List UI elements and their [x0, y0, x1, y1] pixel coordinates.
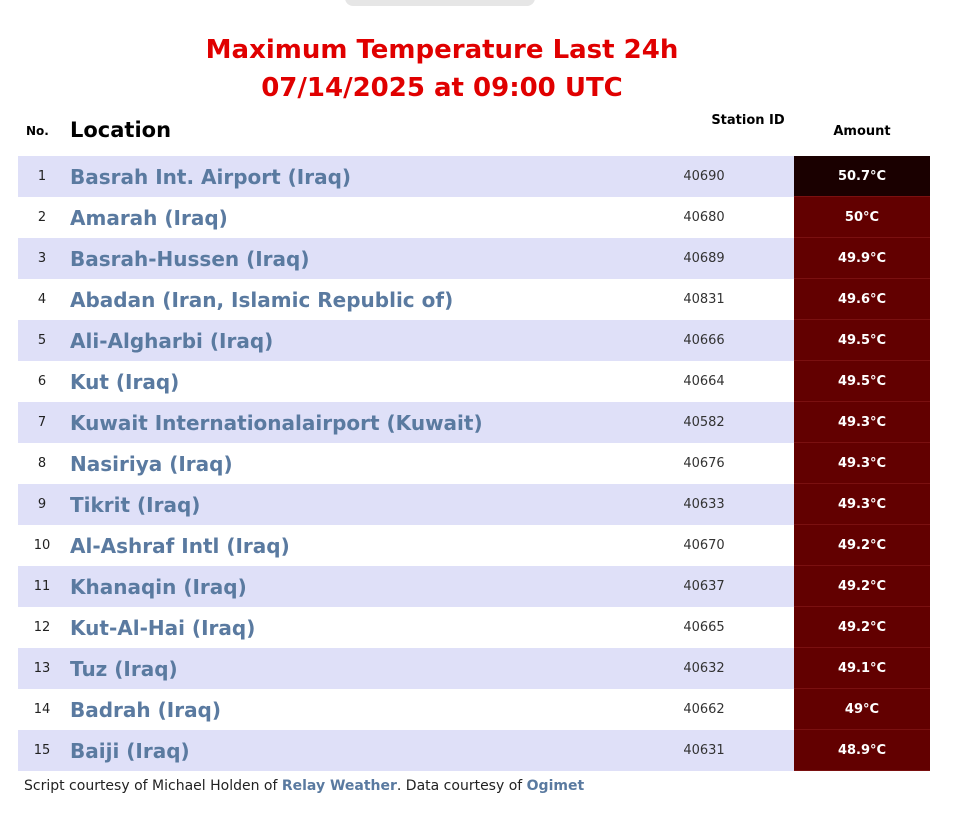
location-name: Basrah Int. Airport (Iraq) — [70, 164, 352, 189]
location-name: Basrah-Hussen (Iraq) — [70, 246, 310, 271]
row-number: 11 — [33, 579, 51, 594]
location-name: Abadan (Iran, Islamic Republic of) — [70, 287, 454, 312]
row-number: 6 — [37, 374, 47, 389]
table-row: 11 Khanaqin (Iraq) 40637 49.2°C — [18, 566, 930, 607]
row-number: 10 — [33, 538, 51, 553]
amount-cell: 49.3°C — [794, 443, 930, 484]
station-id: 40666 — [683, 333, 725, 348]
table-row: 7 Kuwait Internationalairport (Kuwait) 405… — [18, 402, 930, 443]
station-id: 40831 — [683, 292, 725, 307]
footer-credits: Script courtesy of Michael Holden of Rel… — [24, 778, 584, 794]
amount-cell: 49°C — [794, 689, 930, 730]
temperature-table: 1 Basrah Int. Airport (Iraq) 40690 50.7°C 2 A… — [18, 156, 930, 771]
table-row: 3 Basrah-Hussen (Iraq) 40689 49.9°C — [18, 238, 930, 279]
amount-cell: 49.3°C — [794, 484, 930, 525]
amount-cell: 49.2°C — [794, 566, 930, 607]
amount-cell: 50.7°C — [794, 156, 930, 197]
amount-cell: 49.5°C — [794, 320, 930, 361]
table-row: 5 Ali-Algharbi (Iraq) 40666 49.5°C — [18, 320, 930, 361]
location-name: Nasiriya (Iraq) — [70, 451, 233, 476]
location-name: Amarah (Iraq) — [70, 205, 228, 230]
footer-text-middle: . Data courtesy of — [396, 778, 527, 794]
row-number: 8 — [37, 456, 47, 471]
table-row: 13 Tuz (Iraq) 40632 49.1°C — [18, 648, 930, 689]
row-number: 1 — [37, 169, 47, 184]
station-id: 40631 — [683, 743, 725, 758]
footer-text: Script courtesy of Michael Holden of — [24, 778, 282, 794]
amount-cell: 49.6°C — [794, 279, 930, 320]
header-location: Location — [70, 118, 172, 142]
station-id: 40680 — [683, 210, 725, 225]
top-handle — [345, 0, 535, 6]
station-id: 40637 — [683, 579, 725, 594]
station-id: 40582 — [683, 415, 725, 430]
location-name: Kut-Al-Hai (Iraq) — [70, 615, 256, 640]
row-number: 15 — [33, 743, 51, 758]
header-no: No. — [26, 124, 49, 138]
station-id: 40662 — [683, 702, 725, 717]
location-name: Tuz (Iraq) — [70, 656, 178, 681]
amount-cell: 49.9°C — [794, 238, 930, 279]
header-amount: Amount — [833, 124, 891, 139]
page-subtitle: 07/14/2025 at 09:00 UTC — [261, 73, 623, 103]
row-number: 14 — [33, 702, 51, 717]
location-name: Khanaqin (Iraq) — [70, 574, 247, 599]
amount-cell: 50°C — [794, 197, 930, 238]
ogimet-link[interactable]: Ogimet — [526, 778, 585, 794]
page-title: Maximum Temperature Last 24h — [205, 35, 679, 65]
location-name: Kut (Iraq) — [70, 369, 180, 394]
table-row: 15 Baiji (Iraq) 40631 48.9°C — [18, 730, 930, 771]
row-number: 3 — [37, 251, 47, 266]
table-row: 4 Abadan (Iran, Islamic Republic of) 40831… — [18, 279, 930, 320]
table-row: 9 Tikrit (Iraq) 40633 49.3°C — [18, 484, 930, 525]
table-row: 10 Al-Ashraf Intl (Iraq) 40670 49.2°C — [18, 525, 930, 566]
amount-cell: 49.3°C — [794, 402, 930, 443]
row-number: 13 — [33, 661, 51, 676]
table-row: 8 Nasiriya (Iraq) 40676 49.3°C — [18, 443, 930, 484]
location-name: Tikrit (Iraq) — [70, 492, 201, 517]
station-id: 40676 — [683, 456, 725, 471]
table-row: 2 Amarah (Iraq) 40680 50°C — [18, 197, 930, 238]
table-row: 1 Basrah Int. Airport (Iraq) 40690 50.7°C — [18, 156, 930, 197]
amount-cell: 49.2°C — [794, 607, 930, 648]
location-name: Kuwait Internationalairport (Kuwait) — [70, 410, 483, 435]
station-id: 40633 — [683, 497, 725, 512]
row-number: 2 — [37, 210, 47, 225]
station-id: 40690 — [683, 169, 725, 184]
row-number: 7 — [37, 415, 47, 430]
relay-weather-link[interactable]: Relay Weather — [281, 778, 397, 794]
location-name: Badrah (Iraq) — [70, 697, 222, 722]
station-id: 40689 — [683, 251, 725, 266]
station-id: 40670 — [683, 538, 725, 553]
location-name: Baiji (Iraq) — [70, 738, 190, 763]
row-number: 4 — [37, 292, 47, 307]
table-row: 12 Kut-Al-Hai (Iraq) 40665 49.2°C — [18, 607, 930, 648]
station-id: 40632 — [683, 661, 725, 676]
amount-cell: 49.5°C — [794, 361, 930, 402]
row-number: 9 — [37, 497, 47, 512]
table-row: 6 Kut (Iraq) 40664 49.5°C — [18, 361, 930, 402]
location-name: Al-Ashraf Intl (Iraq) — [70, 533, 290, 558]
amount-cell: 48.9°C — [794, 730, 930, 771]
station-id: 40665 — [683, 620, 725, 635]
header-station-id: Station ID — [711, 113, 785, 128]
amount-cell: 49.1°C — [794, 648, 930, 689]
station-id: 40664 — [683, 374, 725, 389]
row-number: 5 — [37, 333, 47, 348]
row-number: 12 — [33, 620, 51, 635]
table-row: 14 Badrah (Iraq) 40662 49°C — [18, 689, 930, 730]
amount-cell: 49.2°C — [794, 525, 930, 566]
location-name: Ali-Algharbi (Iraq) — [70, 328, 274, 353]
